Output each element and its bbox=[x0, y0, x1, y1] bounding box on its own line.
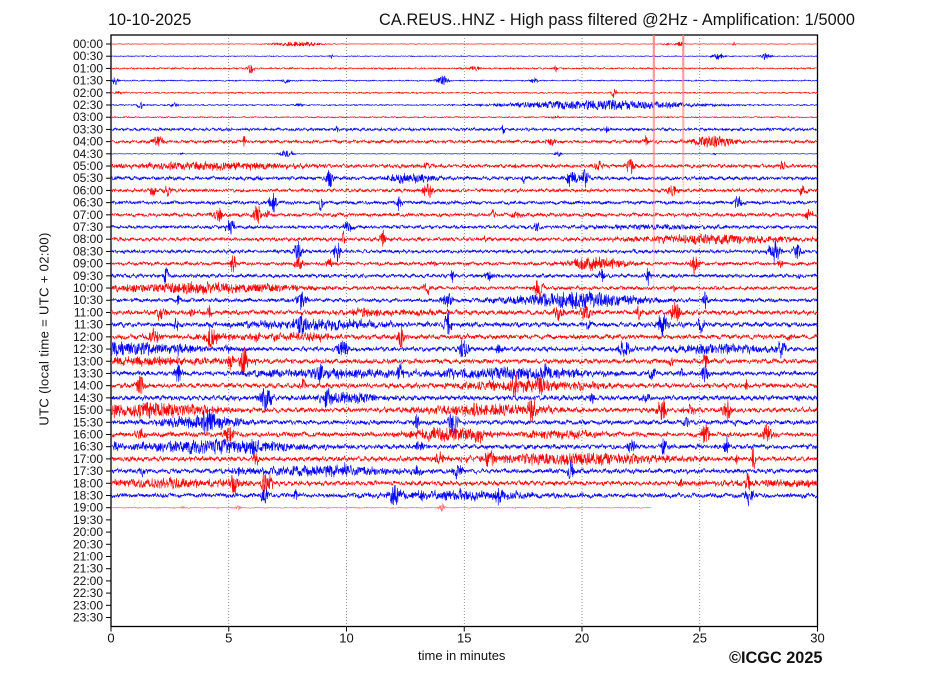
svg-text:5: 5 bbox=[225, 631, 232, 646]
svg-text:30: 30 bbox=[810, 631, 824, 646]
svg-text:23:30: 23:30 bbox=[73, 611, 103, 625]
svg-text:25: 25 bbox=[693, 631, 707, 646]
svg-text:20: 20 bbox=[575, 631, 589, 646]
svg-text:0: 0 bbox=[107, 631, 114, 646]
svg-text:10: 10 bbox=[339, 631, 353, 646]
svg-text:15: 15 bbox=[457, 631, 471, 646]
